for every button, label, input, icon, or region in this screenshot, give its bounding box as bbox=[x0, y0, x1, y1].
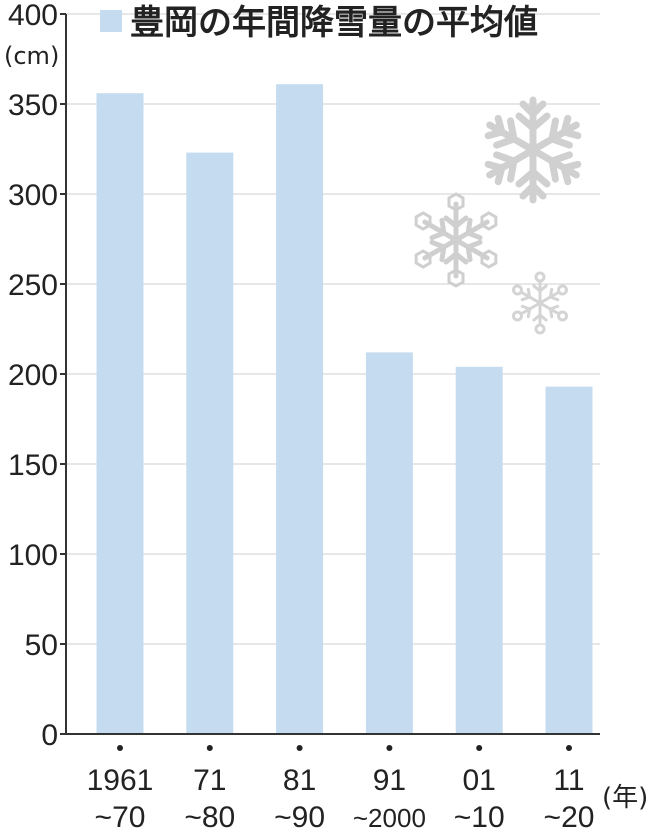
y-tick-label: 300 bbox=[8, 179, 58, 212]
snowflake-icon bbox=[411, 192, 501, 286]
y-tick-label: 200 bbox=[8, 359, 58, 392]
y-axis-unit: (cm) bbox=[4, 42, 59, 70]
x-category-label-line1: 1961 bbox=[87, 764, 154, 797]
legend-swatch bbox=[100, 10, 122, 32]
x-axis-unit: (年) bbox=[602, 783, 648, 813]
x-category-label-line1: 81 bbox=[283, 764, 316, 797]
category-dot bbox=[566, 745, 572, 751]
x-category-labels: 1961 ~70 71 ~80 81 ~90 91 ~2000 01 ~10 11 ~20 bbox=[87, 745, 595, 833]
bar bbox=[96, 93, 144, 734]
x-category-label-line1: 11 bbox=[553, 764, 584, 797]
category-dot bbox=[206, 745, 213, 751]
bars bbox=[96, 84, 593, 735]
x-category-label-line1: 01 bbox=[463, 764, 496, 797]
grid-lines bbox=[66, 13, 600, 645]
bar bbox=[186, 152, 234, 735]
x-category-label-line1: 71 bbox=[193, 764, 226, 797]
category-dot bbox=[117, 745, 123, 751]
y-tick-label: 0 bbox=[41, 719, 58, 752]
bar bbox=[365, 352, 413, 734]
bar bbox=[545, 386, 593, 734]
y-tick-label: 100 bbox=[8, 539, 58, 572]
y-tick-labels: 0 50 100 150 200 250 300 350 400 bbox=[8, 0, 66, 752]
snowflake-icon bbox=[483, 96, 584, 200]
bar bbox=[455, 366, 503, 734]
y-tick-label: 50 bbox=[25, 629, 58, 662]
y-tick-label: 150 bbox=[8, 449, 58, 482]
x-category-label-line1: 91 bbox=[373, 764, 406, 797]
x-category-label-line2: ~70 bbox=[95, 801, 146, 833]
snowflake-icon bbox=[509, 271, 571, 335]
y-tick-label: 250 bbox=[8, 269, 58, 302]
x-category-label-line2: ~80 bbox=[184, 801, 235, 833]
x-category-label-line2: ~20 bbox=[544, 801, 595, 833]
bar bbox=[276, 84, 324, 734]
category-dot bbox=[476, 745, 483, 751]
y-tick-label: 350 bbox=[8, 89, 58, 122]
category-dot bbox=[296, 745, 303, 751]
y-tick-label: 400 bbox=[8, 0, 58, 32]
x-category-label-line2: ~10 bbox=[454, 801, 505, 833]
chart-title: 豊岡の年間降雪量の平均値 bbox=[130, 3, 538, 43]
x-category-label-line2: ~2000 bbox=[353, 803, 426, 833]
x-category-label-line2: ~90 bbox=[274, 801, 325, 833]
category-dot bbox=[386, 745, 393, 751]
